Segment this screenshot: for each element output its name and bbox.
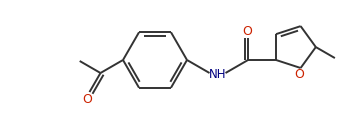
Text: O: O (242, 24, 252, 38)
Text: O: O (82, 93, 92, 106)
Text: O: O (295, 69, 305, 81)
Text: NH: NH (209, 68, 226, 81)
